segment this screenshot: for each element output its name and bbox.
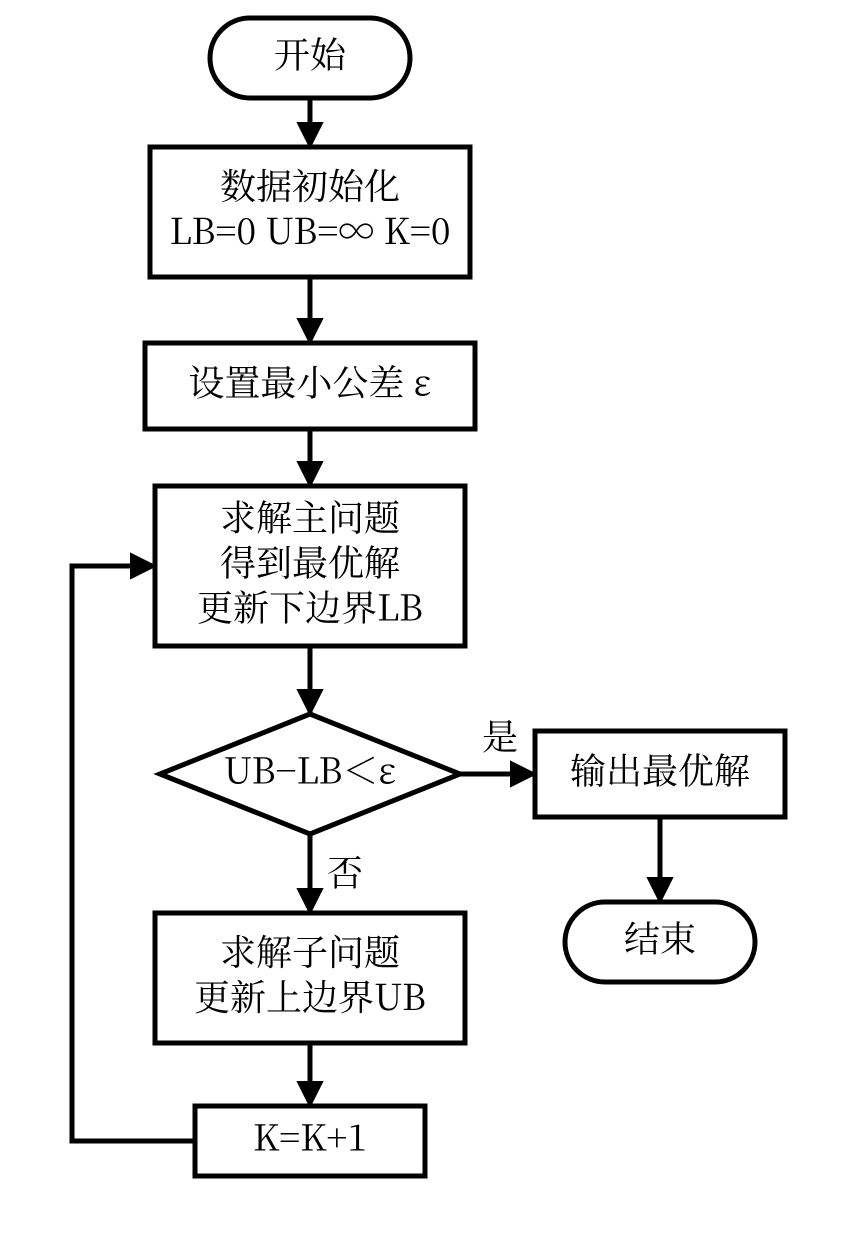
node-master-label: 求解主问题 [220,490,400,541]
node-master: 求解主问题得到最优解更新下边界LB [155,486,465,646]
node-init: 数据初始化LB=0 UB=∞ K=0 [150,147,470,277]
node-init-label: 数据初始化 [220,159,400,210]
edge-label-no: 否 [327,845,363,896]
edge-inc_loop-master [72,566,195,1141]
node-end: 结束 [565,902,755,982]
node-end-label: 结束 [624,911,696,962]
node-out: 输出最优解 [535,731,785,817]
node-eps: 设置最小公差 ε [145,343,475,429]
node-out-label: 输出最优解 [570,743,750,794]
node-master-label: 更新下边界LB [197,580,423,631]
node-sub-label: 更新上边界UB [194,970,426,1021]
node-eps-label: 设置最小公差 ε [188,355,431,406]
node-inc-label: K=K+1 [253,1110,367,1161]
node-init-label: LB=0 UB=∞ K=0 [169,204,450,255]
node-sub: 求解子问题更新上边界UB [155,913,465,1043]
node-sub-label: 求解子问题 [220,925,400,976]
node-master-label: 得到最优解 [220,535,400,586]
node-cond: UB−LB＜ε [160,714,460,834]
node-cond-label: UB−LB＜ε [224,743,397,794]
node-inc: K=K+1 [195,1106,425,1176]
edge-label-yes: 是 [482,709,518,760]
node-start-label: 开始 [274,27,347,78]
node-start: 开始 [210,18,410,98]
